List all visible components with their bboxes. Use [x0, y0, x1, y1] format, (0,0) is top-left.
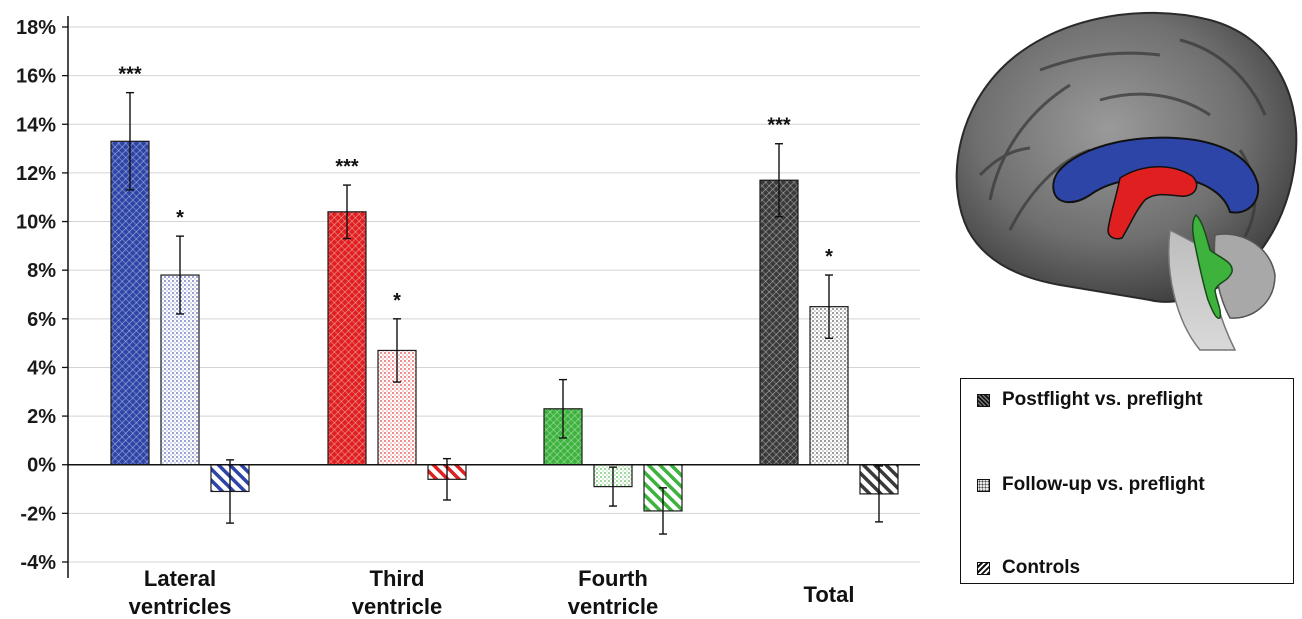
third-ventricle-shape: [1107, 166, 1198, 240]
bar: [327, 211, 367, 466]
x-category-label: Third: [370, 566, 425, 591]
y-tick-label: 10%: [16, 212, 56, 234]
x-category-label: Fourth: [578, 566, 648, 591]
significance-label: *: [825, 246, 833, 268]
x-category-label: Lateral: [144, 566, 216, 591]
y-tick-label: 2%: [27, 406, 56, 428]
axes: [62, 16, 920, 578]
significance-label: *: [393, 290, 401, 312]
bar: [110, 140, 150, 466]
legend-label-follow-up: Follow-up vs. preflight: [1002, 474, 1205, 495]
x-category-label: ventricle: [568, 594, 659, 619]
legend-item-follow-up: Follow-up vs. preflight: [977, 474, 1205, 496]
diagonal-stripe-swatch-icon: [977, 561, 990, 575]
bar-chart: -4%-2%0%2%4%6%8%10%12%14%16%18%****Later…: [16, 16, 920, 619]
dense-hatch-swatch-icon: [977, 393, 990, 407]
labels: -4%-2%0%2%4%6%8%10%12%14%16%18%****Later…: [16, 17, 854, 619]
bars: [110, 91, 899, 535]
brain-mri-image: [955, 11, 1298, 351]
legend: Postflight vs. preflight Follow-up vs. p…: [960, 378, 1294, 584]
y-tick-label: 6%: [27, 309, 56, 331]
significance-label: ***: [335, 156, 359, 178]
significance-label: *: [176, 207, 184, 229]
y-tick-label: 4%: [27, 357, 56, 379]
y-tick-label: 18%: [16, 17, 56, 39]
legend-item-postflight: Postflight vs. preflight: [977, 389, 1203, 411]
y-tick-label: 8%: [27, 260, 56, 282]
x-category-label: ventricle: [352, 594, 443, 619]
dotted-swatch-icon: [977, 478, 990, 492]
significance-label: ***: [118, 64, 142, 86]
bar: [759, 179, 799, 466]
fourth-ventricle-shape: [1191, 213, 1233, 319]
y-tick-label: 14%: [16, 114, 56, 136]
legend-label-postflight: Postflight vs. preflight: [1002, 389, 1203, 410]
y-tick-label: 12%: [16, 163, 56, 185]
significance-label: ***: [767, 115, 791, 137]
legend-label-controls: Controls: [1002, 557, 1081, 578]
legend-item-controls: Controls: [977, 557, 1080, 579]
x-category-label: Total: [804, 582, 855, 607]
y-tick-label: 0%: [27, 455, 56, 477]
grid-lines: [68, 26, 920, 563]
y-tick-label: 16%: [16, 66, 56, 88]
y-tick-label: -4%: [20, 552, 56, 574]
x-category-label: ventricles: [129, 594, 232, 619]
y-tick-label: -2%: [20, 503, 56, 525]
